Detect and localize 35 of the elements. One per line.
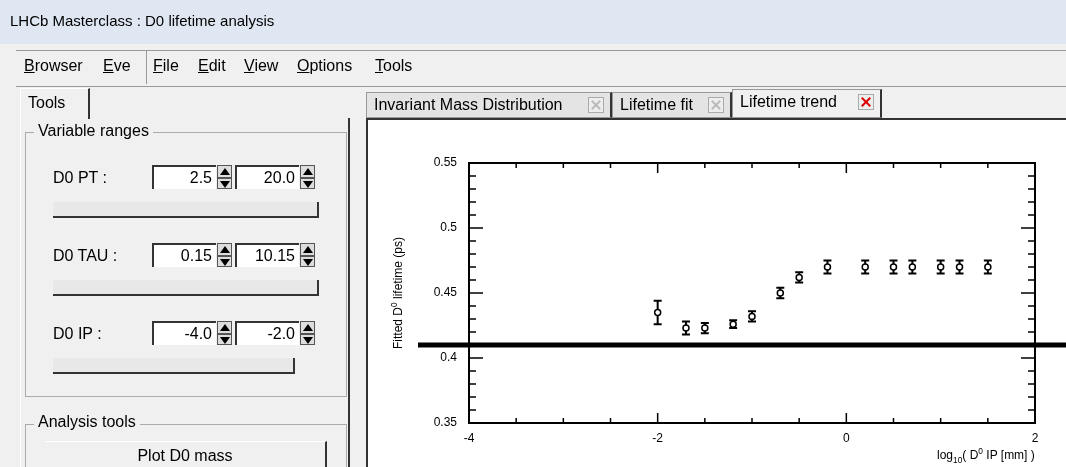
text: 2.5 (152, 165, 216, 189)
y-axis-title: Fitted D0 lifetime (ps) (388, 236, 405, 350)
y-tick-label: 0.55 (433, 155, 458, 170)
text: Lifetime trend (732, 89, 882, 118)
text: Invariant Mass Distribution (366, 92, 612, 118)
text: Eve (103, 57, 131, 75)
text: Edit (198, 57, 226, 75)
text: D0 PT : (53, 169, 107, 187)
text: Tools (20, 88, 90, 119)
text: LHCb Masterclass : D0 lifetime analysis (10, 12, 275, 29)
text: D0 TAU : (53, 247, 118, 265)
y-tick-label: 0.35 (433, 415, 458, 430)
text: View (244, 57, 279, 75)
x-tick-label: 2 (1031, 430, 1039, 445)
text: Tools (375, 57, 413, 75)
x-tick-label: 0 (842, 430, 850, 445)
point (653, 308, 662, 317)
text: File (153, 57, 179, 75)
text: Browser (24, 57, 83, 75)
text: Plot D0 mass (45, 441, 327, 467)
y-tick-label: 0.45 (433, 285, 458, 300)
text: 20.0 (235, 165, 299, 189)
text: Options (297, 57, 353, 75)
y-tick-label: 0.5 (440, 220, 458, 235)
text: -2.0 (235, 321, 299, 345)
x-tick-label: -2 (652, 430, 664, 445)
y-tick-label: 0.4 (440, 350, 458, 365)
text: Analysis tools (34, 413, 140, 431)
text: D0 IP : (53, 325, 102, 343)
text: -4.0 (152, 321, 216, 345)
text: 10.15 (235, 243, 299, 267)
x-tick-label: -4 (463, 430, 475, 445)
text: Variable ranges (34, 122, 153, 140)
text: 0.15 (152, 243, 216, 267)
text: Lifetime fit (612, 92, 732, 118)
